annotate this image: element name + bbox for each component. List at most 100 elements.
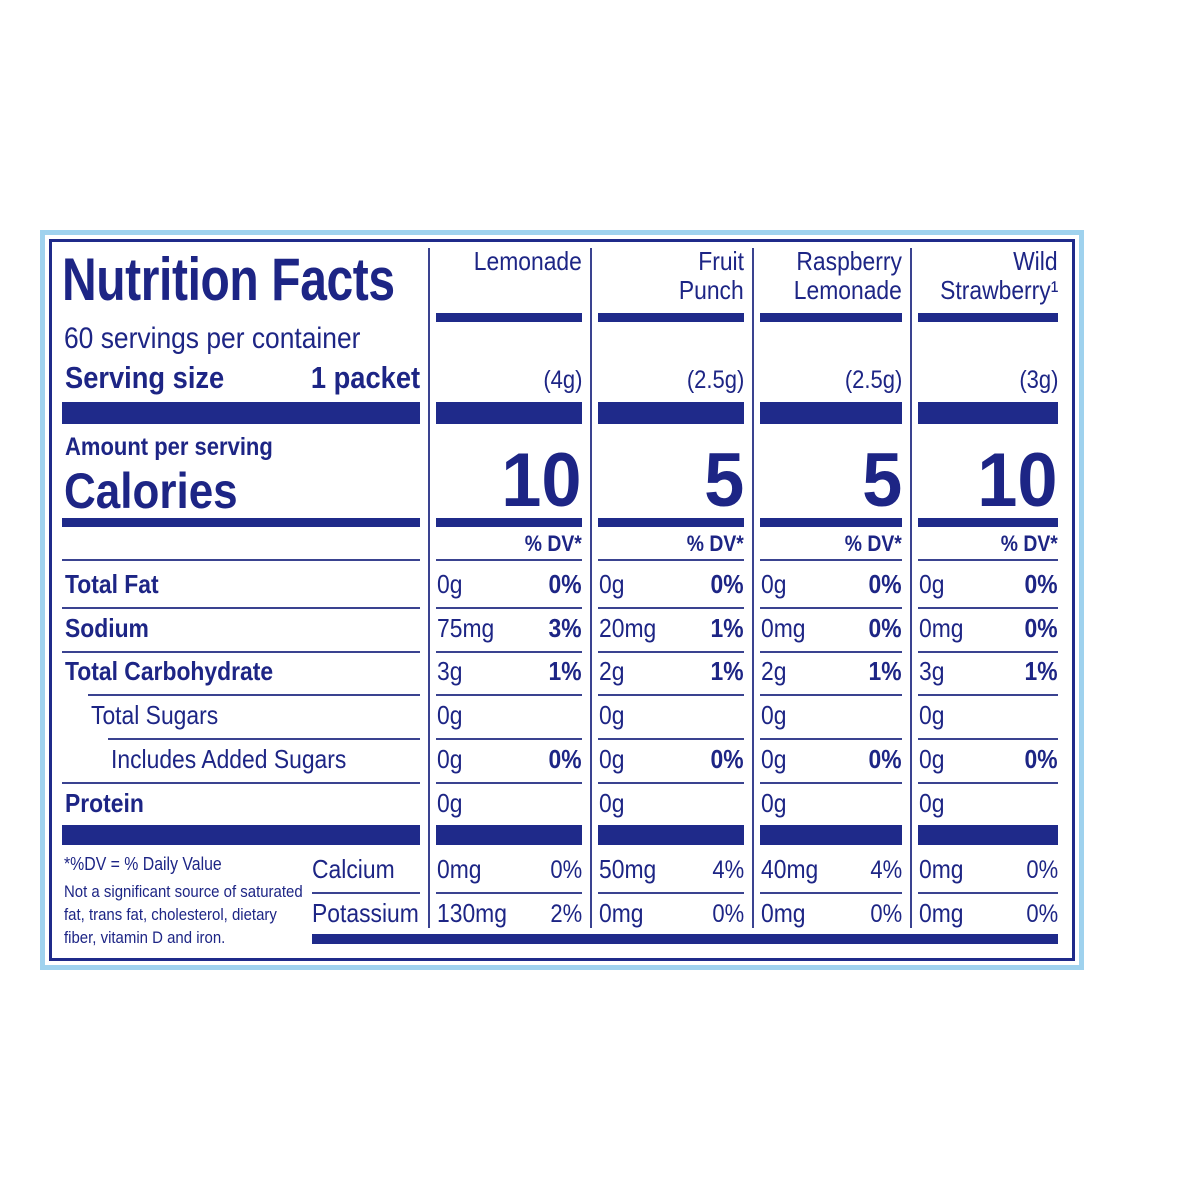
row-rule bbox=[918, 559, 1058, 561]
mineral-label: Calcium bbox=[312, 854, 395, 885]
row-rule bbox=[918, 738, 1058, 740]
row-rule bbox=[436, 892, 582, 894]
nutrient-dv: 1% bbox=[710, 613, 744, 644]
row-rule bbox=[108, 738, 420, 740]
row-rule bbox=[760, 607, 902, 609]
dv-heading: % DV* bbox=[524, 530, 582, 556]
row-rule bbox=[312, 892, 420, 894]
footnote-note: fiber, vitamin D and iron. bbox=[64, 927, 226, 947]
nutrient-amount: 0g bbox=[437, 744, 463, 775]
column-divider bbox=[752, 248, 754, 928]
row-rule bbox=[918, 782, 1058, 784]
bottom-bar bbox=[312, 934, 1058, 944]
mineral-amount: 0mg bbox=[919, 854, 964, 885]
nutrient-amount: 75mg bbox=[437, 613, 495, 644]
nutrient-dv: 1% bbox=[710, 656, 744, 687]
nutrient-dv: 3% bbox=[548, 613, 582, 644]
nutrient-amount: 0g bbox=[599, 788, 625, 819]
row-rule bbox=[598, 607, 744, 609]
nutrient-amount: 0mg bbox=[761, 613, 806, 644]
mineral-dv: 0% bbox=[1026, 900, 1058, 928]
nutrient-amount: 3g bbox=[919, 656, 945, 687]
serving-weight: (2.5g) bbox=[686, 366, 744, 394]
amount-per-serving: Amount per serving bbox=[65, 433, 273, 461]
nutrient-dv: 0% bbox=[548, 744, 582, 775]
row-rule bbox=[598, 559, 744, 561]
nutrient-dv: 0% bbox=[1024, 569, 1058, 600]
row-rule bbox=[918, 694, 1058, 696]
servings: 60 servings per container bbox=[64, 322, 361, 355]
row-rule bbox=[62, 651, 420, 653]
row-rule bbox=[598, 738, 744, 740]
nutrient-label: Sodium bbox=[65, 613, 149, 644]
mineral-amount: 0mg bbox=[437, 854, 482, 885]
outer-frame bbox=[40, 230, 1084, 970]
row-rule bbox=[436, 651, 582, 653]
nutrient-amount: 0g bbox=[761, 744, 787, 775]
section-bar bbox=[760, 825, 902, 845]
nutrient-amount: 0mg bbox=[919, 613, 964, 644]
nutrient-dv: 0% bbox=[868, 569, 902, 600]
nutrient-dv: 1% bbox=[868, 656, 902, 687]
name-bar bbox=[598, 313, 744, 322]
title: Nutrition Facts bbox=[62, 246, 395, 313]
mineral-dv: 2% bbox=[550, 900, 582, 928]
thick-bar bbox=[760, 402, 902, 424]
nutrient-label: Protein bbox=[65, 788, 144, 819]
mineral-amount: 40mg bbox=[761, 854, 819, 885]
dv-heading: % DV* bbox=[686, 530, 744, 556]
row-rule bbox=[598, 694, 744, 696]
section-bar bbox=[436, 825, 582, 845]
mineral-amount: 50mg bbox=[599, 854, 657, 885]
row-rule bbox=[760, 892, 902, 894]
nutrient-amount: 0g bbox=[437, 569, 463, 600]
dv-heading: % DV* bbox=[844, 530, 902, 556]
nutrient-amount: 0g bbox=[599, 744, 625, 775]
column-divider bbox=[590, 248, 592, 928]
nutrient-amount: 0g bbox=[761, 788, 787, 819]
calorie-bar bbox=[436, 518, 582, 527]
mineral-amount: 0mg bbox=[761, 898, 806, 929]
row-rule bbox=[760, 559, 902, 561]
nutrient-amount: 0g bbox=[437, 700, 463, 731]
nutrient-label: Total Sugars bbox=[91, 700, 219, 731]
thick-bar bbox=[62, 402, 420, 424]
nutrient-dv: 1% bbox=[1024, 656, 1058, 687]
label-frame bbox=[49, 239, 1075, 961]
calories: 5 bbox=[861, 438, 902, 524]
nutrient-amount: 0g bbox=[599, 700, 625, 731]
mineral-dv: 4% bbox=[870, 856, 902, 884]
row-rule bbox=[62, 782, 420, 784]
product-name: Lemonade bbox=[473, 246, 582, 277]
thick-bar bbox=[918, 402, 1058, 424]
row-rule bbox=[62, 607, 420, 609]
calorie-bar bbox=[760, 518, 902, 527]
nutrient-amount: 0g bbox=[599, 569, 625, 600]
calories-label: Calories bbox=[64, 463, 238, 519]
product-name: Lemonade bbox=[793, 275, 902, 306]
nutrient-amount: 20mg bbox=[599, 613, 657, 644]
mineral-amount: 0mg bbox=[599, 898, 644, 929]
footnote-note: fat, trans fat, cholesterol, dietary bbox=[64, 904, 277, 924]
thick-bar bbox=[598, 402, 744, 424]
name-bar bbox=[436, 313, 582, 322]
nutrient-amount: 0g bbox=[761, 700, 787, 731]
nutrient-amount: 0g bbox=[761, 569, 787, 600]
product-name: Raspberry bbox=[796, 246, 902, 277]
name-bar bbox=[760, 313, 902, 322]
row-rule bbox=[88, 694, 420, 696]
nutrient-amount: 3g bbox=[437, 656, 463, 687]
nutrient-label: Total Fat bbox=[65, 569, 159, 600]
calorie-bar bbox=[918, 518, 1058, 527]
nutrient-label: Total Carbohydrate bbox=[65, 656, 274, 687]
row-rule bbox=[760, 694, 902, 696]
calories: 10 bbox=[977, 438, 1058, 524]
serving-weight: (4g) bbox=[542, 366, 582, 394]
nutrient-dv: 0% bbox=[868, 613, 902, 644]
serving-size-label: Serving size bbox=[65, 360, 225, 396]
nutrient-amount: 0g bbox=[919, 700, 945, 731]
thick-bar bbox=[436, 402, 582, 424]
row-rule bbox=[918, 892, 1058, 894]
nutrient-dv: 0% bbox=[1024, 744, 1058, 775]
